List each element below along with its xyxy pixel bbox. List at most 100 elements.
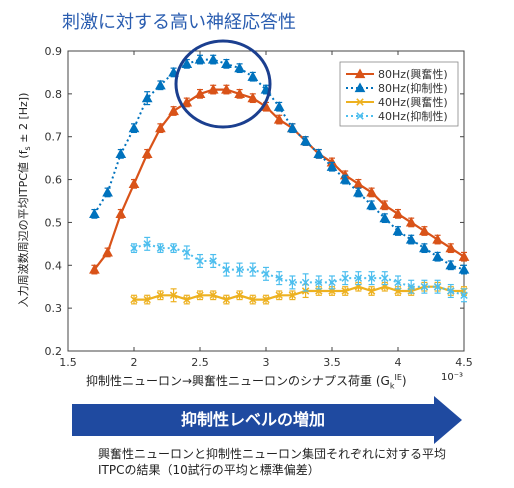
data-point (168, 105, 179, 116)
data-point (209, 257, 217, 265)
data-point (222, 295, 231, 304)
data-point (262, 295, 270, 304)
data-point (354, 274, 363, 282)
data-point (379, 212, 391, 223)
data-point (341, 274, 349, 282)
data-point (273, 114, 285, 124)
inhibition-increase-banner: 抑制性レベルの増加 (72, 404, 434, 436)
highlight-circle (174, 39, 272, 129)
legend-label: 80Hz(抑制性) (378, 81, 448, 95)
data-point (275, 291, 283, 300)
data-point (143, 240, 151, 248)
data-point (156, 291, 165, 300)
legend-marker (356, 112, 364, 120)
data-point (89, 208, 100, 218)
x-axis-label-sup: IE (394, 373, 402, 382)
legend-item: 40Hz(興奮性) (346, 95, 448, 109)
data-point (287, 122, 298, 133)
x-axis-exponent: 10⁻³ (441, 372, 464, 383)
data-point (353, 186, 364, 197)
figure-caption: 興奮性ニューロンと抑制性ニューロン集団それぞれに対する平均ITPCの結果（10試… (98, 447, 447, 477)
legend-marker (354, 82, 366, 93)
legend-marker (356, 98, 364, 106)
data-point (221, 84, 232, 94)
page-title: 刺激に対する高い神経応答性 (62, 12, 296, 33)
x-tick-label: 4 (395, 356, 402, 369)
data-point (273, 101, 285, 111)
series-layer (89, 54, 470, 305)
data-point (313, 148, 325, 158)
data-point (115, 148, 127, 158)
x-tick-label: 2.5 (191, 356, 209, 369)
series-2 (130, 281, 468, 305)
x-axis: 1.5 2 2.5 3 3.5 4 4.5 (59, 51, 473, 369)
x-axis-label: 抑制性ニューロン→興奮性ニューロンのシナプス荷重 (GkIE) (86, 372, 407, 390)
data-point (128, 178, 140, 188)
banner-arrow-icon (434, 396, 462, 444)
data-point (249, 295, 257, 304)
legend-label: 40Hz(興奮性) (378, 95, 448, 109)
data-point (249, 265, 257, 274)
data-point (207, 84, 219, 94)
data-point (141, 148, 153, 158)
series-3 (130, 236, 468, 303)
x-axis-label-main: 抑制性ニューロン→興奮性ニューロンのシナプス荷重 (G (86, 374, 390, 388)
data-point (221, 58, 232, 68)
data-point (458, 264, 470, 274)
data-point (181, 96, 193, 107)
legend-item: 40Hz(抑制性) (346, 109, 448, 123)
data-point (419, 225, 430, 236)
data-point (301, 278, 310, 287)
y-axis: 0.2 0.3 0.4 0.5 0.6 0.7 0.8 0.9 (45, 45, 464, 358)
data-point (169, 291, 178, 300)
data-point (234, 88, 245, 98)
data-point (341, 287, 349, 295)
data-point (288, 278, 297, 287)
data-point (445, 259, 457, 270)
data-point (432, 234, 443, 244)
data-point (222, 265, 231, 274)
data-point (155, 79, 166, 90)
data-point (326, 161, 338, 171)
data-point (196, 291, 204, 300)
data-point (209, 291, 217, 300)
data-point (328, 278, 336, 287)
data-point (407, 282, 415, 291)
y-tick-label: 0.4 (45, 259, 63, 272)
x-tick-label: 4.5 (455, 356, 473, 369)
y-axis-label-sub: s (23, 146, 32, 150)
y-axis-label: 入力周波数周辺の平均ITPC値 (fs ± 2 [Hz]) (17, 93, 32, 308)
data-point (128, 122, 140, 133)
data-point (183, 295, 191, 304)
data-point (445, 242, 457, 253)
data-point (141, 92, 153, 103)
data-point (300, 135, 311, 146)
y-tick-label: 0.6 (45, 174, 63, 187)
y-tick-label: 0.7 (45, 131, 63, 144)
data-point (235, 291, 244, 300)
data-point (366, 199, 377, 210)
data-point (181, 58, 193, 68)
data-point (143, 295, 151, 304)
data-point (315, 278, 323, 287)
data-point (183, 248, 191, 257)
data-point (432, 251, 443, 261)
data-point (196, 257, 204, 265)
data-point (130, 295, 138, 304)
data-point (392, 208, 404, 218)
data-point (288, 291, 297, 300)
data-point (447, 287, 455, 295)
legend: 80Hz(興奮性)80Hz(抑制性)40Hz(興奮性)40Hz(抑制性) (339, 61, 459, 127)
y-tick-label: 0.8 (45, 88, 63, 101)
y-axis-label-tail: ± 2 [Hz]) (17, 93, 30, 147)
series-line (133, 242, 465, 297)
legend-item: 80Hz(抑制性) (346, 81, 448, 95)
data-point (419, 242, 430, 253)
data-point (102, 246, 113, 257)
x-tick-label: 3.5 (323, 356, 341, 369)
data-point (433, 282, 442, 291)
legend-marker (354, 68, 366, 79)
data-point (262, 270, 270, 278)
data-point (405, 234, 417, 244)
